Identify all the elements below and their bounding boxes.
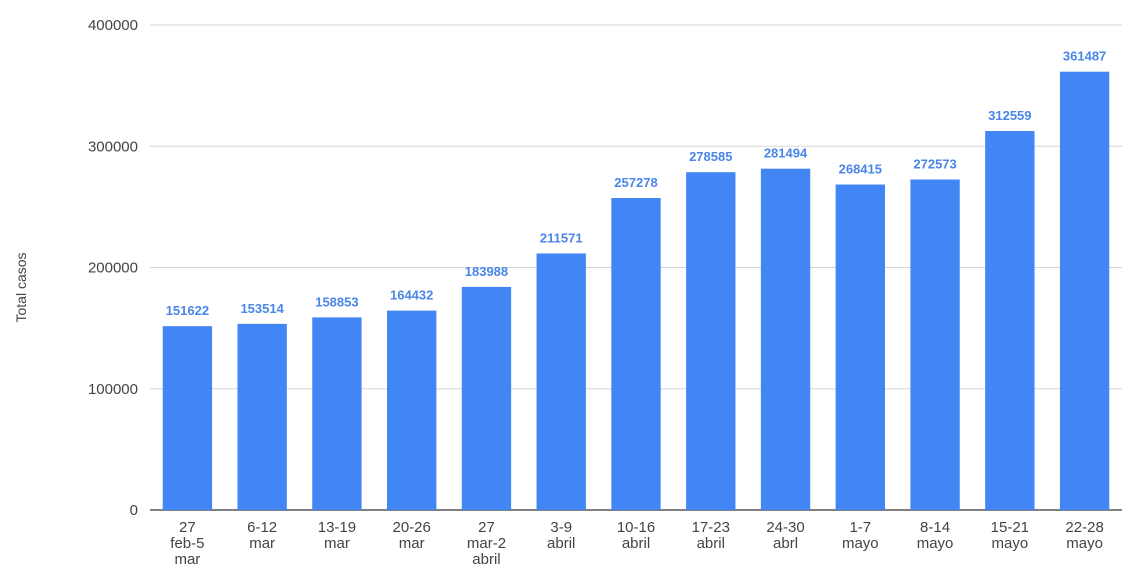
x-tick-label: 27 mar-2 abril [467,519,506,568]
x-tick-label: 3-9 abril [547,519,575,552]
y-tick-label: 300000 [88,138,138,155]
data-label: 278585 [689,149,732,164]
bar [312,317,362,510]
x-tick-label-line: 15-21 [991,519,1029,536]
x-tick-label: 6-12 mar [247,519,277,552]
data-label: 153514 [240,301,284,316]
y-tick-label: 200000 [88,260,138,277]
x-tick-label-line: mayo [1066,535,1103,552]
y-tick-label: 0 [130,502,138,519]
x-tick-label: 10-16 abril [617,519,655,552]
y-tick-label: 400000 [88,17,138,34]
data-label: 272573 [913,157,956,172]
x-tick-label-line: 1-7 [849,519,871,536]
bar [387,310,437,510]
x-tick-label: 8-14 mayo [917,519,954,552]
x-tick-label-line: 8-14 [920,519,950,536]
x-tick-label-line: mayo [917,535,954,552]
x-tick-label-line: mar-2 [467,535,506,552]
x-tick-label-line: 3-9 [550,519,572,536]
bars [162,71,1110,511]
x-tick-label: 27 feb-5 mar [170,519,204,568]
x-tick-label: 24-30 abrl [766,519,804,552]
x-tick-label-line: abril [697,535,725,552]
bar [686,172,736,510]
x-tick-label-line: 20-26 [393,519,431,536]
x-tick-label-line: 10-16 [617,519,655,536]
x-tick-label-line: mar [174,551,200,568]
bar [910,179,960,510]
bar [536,253,586,511]
x-tick-label: 20-26 mar [393,519,431,552]
x-tick-label: 13-19 mar [318,519,356,552]
x-tick-label-line: mar [324,535,350,552]
data-label: 211571 [540,230,583,245]
data-label: 312559 [988,108,1031,123]
data-label: 361487 [1063,49,1106,64]
x-tick-label-line: abrl [773,535,798,552]
y-axis-ticks: 0 100000 200000 300000 400000 [88,17,138,519]
x-tick-label-line: mar [249,535,275,552]
data-label: 257278 [614,175,657,190]
x-tick-label-line: 13-19 [318,519,356,536]
x-tick-label-line: feb-5 [170,535,204,552]
bar [985,131,1035,510]
x-tick-label: 1-7 mayo [842,519,879,552]
data-label: 164432 [390,288,433,303]
y-axis-title: Total casos [13,252,29,322]
data-label: 158853 [315,294,358,309]
data-label: 268415 [839,162,882,177]
x-tick-label: 22-28 mayo [1065,519,1103,552]
data-label: 183988 [465,264,508,279]
bar [461,286,512,510]
x-tick-label-line: abril [472,551,500,568]
bar [611,198,661,511]
x-tick-label-line: abril [622,535,650,552]
bar [237,323,287,510]
bar [760,168,811,510]
x-tick-label: 15-21 mayo [991,519,1029,552]
x-tick-label-line: 24-30 [766,519,804,536]
x-tick-label-line: 6-12 [247,519,277,536]
bar [1059,71,1110,510]
x-tick-label-line: 22-28 [1065,519,1103,536]
x-tick-label: 17-23 abril [692,519,730,552]
x-tick-label-line: mayo [992,535,1029,552]
bar [835,184,885,510]
x-tick-label-line: 17-23 [692,519,730,536]
y-tick-label: 100000 [88,381,138,398]
data-label: 281494 [764,146,808,161]
x-tick-label-line: 27 [179,519,196,536]
x-tick-label-line: abril [547,535,575,552]
x-tick-label-line: 27 [478,519,495,536]
x-tick-label-line: mayo [842,535,879,552]
data-label: 151622 [166,303,209,318]
bar [162,326,213,510]
x-tick-label-line: mar [399,535,425,552]
data-labels: 151622 153514 158853 164432 183988 211571 2572… [166,49,1107,318]
